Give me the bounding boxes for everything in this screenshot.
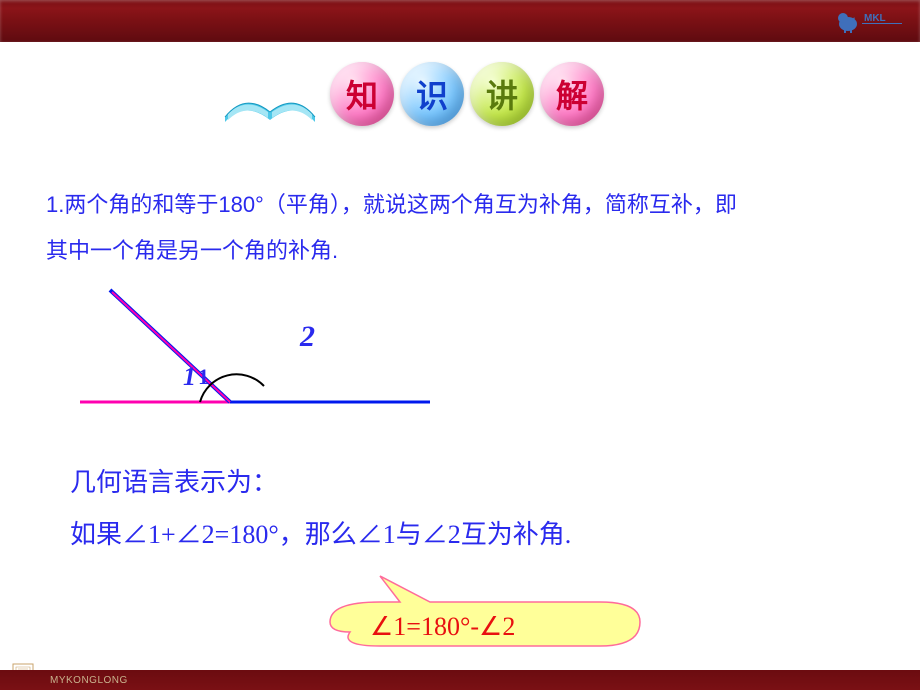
- angle-label-1b: 1: [198, 364, 209, 390]
- intro-line-1: 1.两个角的和等于180°（平角），就说这两个角互为补角，简称互补，即: [46, 182, 874, 228]
- svg-text:MKL: MKL: [864, 13, 886, 24]
- book-icon: [220, 72, 320, 132]
- angle-diagram: 1 1 2: [60, 282, 460, 442]
- ball-1: 识: [400, 62, 464, 126]
- angle-label-2: 2: [300, 320, 315, 354]
- brand-logo: MKL: [834, 6, 904, 34]
- diagram-svg: [60, 282, 460, 442]
- footer-brand: MYKONGLONG: [50, 675, 128, 686]
- intro-line-2: 其中一个角是另一个角的补角.: [46, 228, 874, 274]
- ball-char: 解: [556, 71, 588, 117]
- ball-0: 知: [330, 62, 394, 126]
- footer-bar: MYKONGLONG: [0, 670, 920, 690]
- callout-text: ∠1=180°-∠2: [370, 612, 515, 642]
- ball-2: 讲: [470, 62, 534, 126]
- statement-heading: 几何语言表示为：: [70, 462, 278, 499]
- angle-label-1: 1: [183, 362, 196, 392]
- ball-3: 解: [540, 62, 604, 126]
- ball-char: 识: [416, 71, 448, 117]
- callout: ∠1=180°-∠2: [320, 572, 650, 662]
- ball-char: 知: [346, 71, 378, 117]
- top-border: MKL: [0, 0, 920, 42]
- statement-body: 如果∠1+∠2=180°，那么∠1与∠2互为补角.: [70, 514, 571, 551]
- ball-char: 讲: [486, 71, 518, 117]
- slide-content: 知 识 讲 解 1.两个角的和等于180°（平角），就说这两个角互为补角，简称互…: [0, 42, 920, 670]
